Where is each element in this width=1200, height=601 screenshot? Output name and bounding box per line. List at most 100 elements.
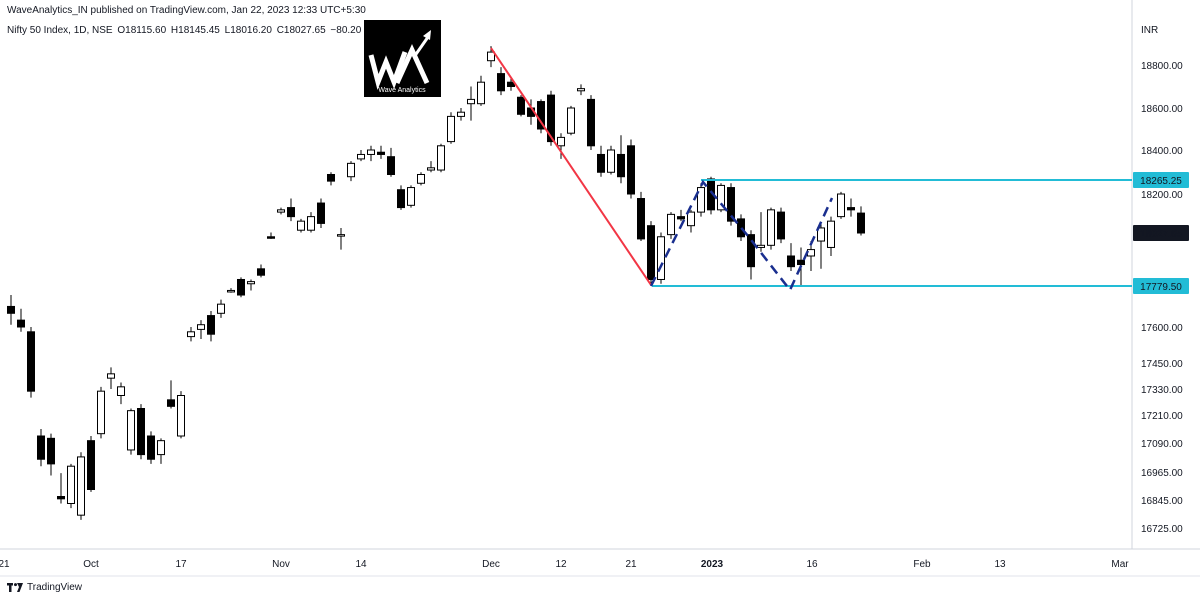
price-axis-label: 17330.00 <box>1141 385 1183 396</box>
price-axis-label: 17600.00 <box>1141 323 1183 334</box>
last-price-tag: 18027.65 <box>1133 225 1189 241</box>
time-axis-label: Nov <box>272 559 290 570</box>
candle <box>117 382 125 405</box>
candle-body <box>87 440 95 490</box>
candle <box>857 206 865 236</box>
candle <box>337 227 345 250</box>
candle <box>37 429 45 467</box>
candle <box>107 367 115 389</box>
candle-body <box>297 220 305 231</box>
candle <box>677 209 685 222</box>
low-value: L18016.20 <box>224 25 272 36</box>
candle <box>597 145 605 177</box>
candle-body <box>787 255 795 268</box>
candle <box>67 463 75 509</box>
price-axis[interactable]: 18800.00 18600.00 18400.00 18200.00 17600.00… <box>1141 61 1183 535</box>
resistance-tag-text: 18265.25 <box>1140 176 1182 187</box>
candle-body <box>277 209 285 213</box>
logo-caption: Wave Analytics <box>378 87 426 94</box>
candle <box>557 133 565 159</box>
candle <box>637 191 645 242</box>
price-axis-label: 18800.00 <box>1141 61 1183 72</box>
candle <box>397 185 405 210</box>
candle <box>167 380 175 409</box>
candle <box>747 230 755 280</box>
candle <box>87 436 95 492</box>
candle-body <box>457 111 465 117</box>
candle <box>727 183 735 226</box>
support-tag-box <box>1133 278 1189 294</box>
time-axis-label: 13 <box>994 559 1006 570</box>
candle <box>847 198 855 217</box>
candle <box>387 147 395 177</box>
resistance-tag: 18265.25 <box>1133 172 1189 188</box>
drawings-layer[interactable] <box>490 47 1132 293</box>
candle-body <box>197 324 205 330</box>
candle <box>467 86 475 121</box>
candle-body <box>627 145 635 195</box>
candle-body <box>27 331 35 392</box>
candle <box>17 308 25 332</box>
candle-body <box>587 98 595 147</box>
candle <box>137 404 145 460</box>
candle <box>607 145 615 175</box>
downtrend-line[interactable] <box>490 47 652 286</box>
candle-body <box>487 51 495 62</box>
candle-body <box>247 281 255 285</box>
close-value: C18027.65 <box>276 25 326 36</box>
time-axis-label: 21 <box>625 559 637 570</box>
candle <box>577 84 585 96</box>
candle-body <box>637 198 645 240</box>
logo-arrow-icon <box>423 30 431 40</box>
logo-arrow-shaft <box>412 36 430 58</box>
candle <box>57 473 65 504</box>
candle <box>47 433 55 476</box>
candle <box>307 212 315 233</box>
time-axis-label: Feb <box>913 559 931 570</box>
price-axis-label: 16725.00 <box>1141 524 1183 535</box>
candle-body <box>827 220 835 248</box>
candle-body <box>307 216 315 231</box>
candle-body <box>127 410 135 451</box>
candle <box>697 183 705 217</box>
candle-body <box>567 107 575 134</box>
price-axis-label: 16965.00 <box>1141 468 1183 479</box>
candle-body <box>817 227 825 242</box>
candle-body <box>167 399 175 407</box>
candle-body <box>217 303 225 314</box>
candle <box>277 207 285 215</box>
candle-body <box>357 153 365 160</box>
candle-body <box>607 149 615 173</box>
candle <box>457 108 465 121</box>
candle-body <box>37 435 45 460</box>
candle-body <box>407 187 415 206</box>
candle-body <box>807 249 815 257</box>
candle <box>437 143 445 173</box>
high-value: H18145.45 <box>170 25 220 36</box>
symbol-label[interactable]: Nifty 50 Index, 1D, NSE <box>7 25 113 36</box>
time-axis-label: 17 <box>175 559 187 570</box>
time-axis[interactable]: 21 Oct 17 Nov 14 Dec 12 21 2023 16 Feb 13 Mar <box>0 559 1129 570</box>
last-price-tag-box <box>1133 225 1189 241</box>
candle <box>837 191 845 219</box>
candle <box>737 214 745 242</box>
candle <box>667 212 675 239</box>
candle-body <box>437 145 445 171</box>
candle-body <box>547 94 555 143</box>
support-tag: 17779.50 <box>1133 278 1189 294</box>
candle <box>127 408 135 455</box>
candle-body <box>7 305 15 314</box>
price-tags: 18265.25 18027.65 17779.50 <box>1133 172 1189 294</box>
time-axis-label: 16 <box>806 559 818 570</box>
price-axis-label: 18400.00 <box>1141 146 1183 157</box>
wave-pattern-line[interactable] <box>649 179 834 293</box>
candle <box>537 99 545 134</box>
candle-body <box>57 496 65 500</box>
time-axis-label: Oct <box>83 559 99 570</box>
candle-body <box>117 386 125 397</box>
candle <box>287 198 295 222</box>
candle-body <box>417 173 425 184</box>
candle-body <box>687 211 695 227</box>
price-axis-label: 18200.00 <box>1141 190 1183 201</box>
